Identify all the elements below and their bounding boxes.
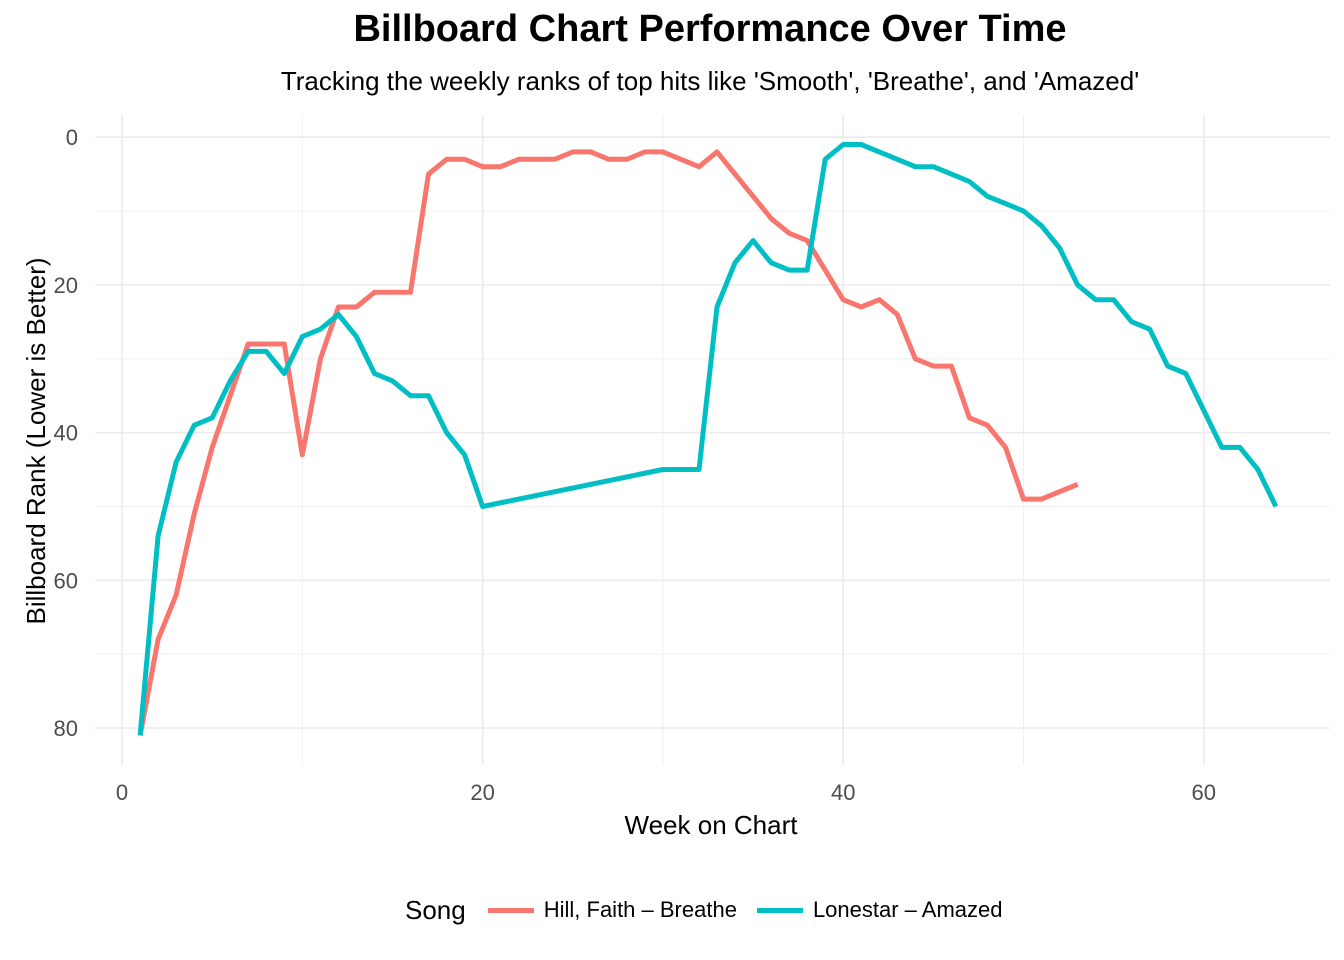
minor-gridlines bbox=[95, 115, 1330, 765]
x-tick-label: 0 bbox=[116, 780, 128, 805]
line-chart: 0 20 40 60 0 20 40 60 80 Week on Chart Billboard… bbox=[21, 115, 1330, 840]
x-tick-label: 60 bbox=[1192, 780, 1216, 805]
legend-item-breathe: Hill, Faith – Breathe bbox=[487, 897, 737, 923]
tick-labels: 0 20 40 60 0 20 40 60 80 bbox=[54, 125, 1217, 805]
x-tick-label: 40 bbox=[831, 780, 855, 805]
y-tick-label: 20 bbox=[54, 273, 78, 298]
legend-label-amazed: Lonestar – Amazed bbox=[812, 897, 1003, 922]
chart-subtitle: Tracking the weekly ranks of top hits li… bbox=[280, 66, 1140, 96]
legend-label-breathe: Hill, Faith – Breathe bbox=[543, 897, 737, 922]
y-tick-label: 0 bbox=[66, 125, 78, 150]
y-tick-label: 40 bbox=[54, 421, 78, 446]
legend-item-amazed: Lonestar – Amazed bbox=[756, 897, 1003, 923]
x-tick-label: 20 bbox=[470, 780, 494, 805]
y-tick-label: 80 bbox=[54, 716, 78, 741]
legend-key-amazed bbox=[756, 907, 803, 913]
legend-title: Song bbox=[405, 894, 466, 925]
x-axis-title: Week on Chart bbox=[625, 810, 799, 840]
legend-key-breathe bbox=[487, 907, 534, 913]
major-gridlines bbox=[95, 115, 1330, 765]
y-axis-title: Billboard Rank (Lower is Better) bbox=[21, 257, 51, 624]
series-line-breathe bbox=[137, 149, 1079, 736]
legend: Song Hill, Faith – Breathe Lonestar – Am… bbox=[405, 890, 1023, 930]
y-tick-label: 60 bbox=[54, 568, 78, 593]
series-line-amazed bbox=[137, 142, 1279, 736]
chart-title: Billboard Chart Performance Over Time bbox=[353, 8, 1067, 50]
series-lines bbox=[137, 142, 1279, 736]
